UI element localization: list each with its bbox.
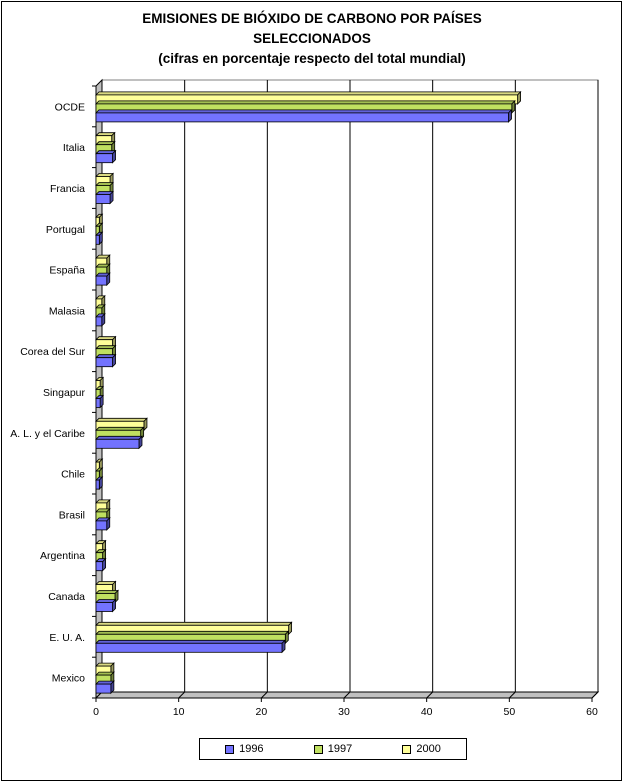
category-label: Italia (63, 142, 85, 154)
bar-top-face (95, 630, 290, 635)
bar-1996 (95, 234, 100, 245)
bar-top-face (95, 100, 516, 105)
bar-1996 (95, 112, 509, 123)
bar-top-face (95, 621, 293, 626)
x-tick-label: 60 (586, 706, 598, 718)
legend-label-1997: 1997 (327, 743, 353, 755)
legend-item-1996: 1996 (225, 743, 264, 755)
bar-1996 (95, 520, 108, 531)
x-tick-label: 30 (338, 706, 350, 718)
gridline-floor (508, 691, 516, 699)
bar-1996 (95, 479, 100, 490)
legend-label-1996: 1996 (239, 743, 264, 755)
category-label: Corea del Sur (20, 346, 85, 358)
category-label: A. L. y el Caribe (10, 428, 85, 440)
bar-1996 (95, 357, 113, 368)
bar-1996 (95, 683, 112, 694)
legend-swatch-1997 (313, 744, 323, 754)
bar-top-face (95, 91, 522, 96)
bar-1996 (95, 275, 108, 286)
legend-item-1997: 1997 (313, 743, 353, 755)
bar-top-face (95, 426, 145, 431)
category-label: Chile (61, 469, 85, 481)
category-label: OCDE (55, 101, 85, 113)
bar-top-face (95, 417, 148, 422)
category-label: España (49, 265, 85, 277)
gridline-floor (260, 691, 268, 699)
chart-title-line-2: SELECCIONADOS (253, 31, 371, 46)
category-label: Francia (50, 183, 85, 195)
x-tick-label: 10 (173, 706, 185, 718)
legend-swatch-1996 (225, 744, 235, 754)
x-tick-label: 40 (421, 706, 433, 718)
bar-1996 (95, 153, 113, 164)
bar-top-face (95, 109, 513, 114)
gridline-floor (426, 691, 434, 699)
bar-1996 (95, 642, 283, 653)
bar-1996 (95, 438, 140, 449)
legend-item-2000: 2000 (402, 743, 441, 755)
legend: 1996 1997 2000 (199, 738, 467, 760)
bar-1996 (95, 602, 113, 612)
category-label: Mexico (52, 673, 85, 685)
category-label: Canada (48, 591, 85, 603)
gridline-floor (178, 691, 186, 699)
bar-1996 (95, 561, 104, 572)
category-label: Singapur (43, 387, 86, 399)
category-label: Portugal (46, 224, 85, 236)
legend-swatch-2000 (402, 744, 412, 754)
bar-1996 (95, 194, 111, 204)
x-tick-label: 0 (93, 706, 99, 718)
gridline-floor (343, 691, 351, 699)
bar-top-face (95, 590, 119, 594)
category-label: Malasia (49, 305, 85, 317)
x-tick-label: 20 (255, 706, 267, 718)
chart-title: EMISIONES DE BIÓXIDO DE CARBONO POR PAÍS… (142, 11, 482, 26)
chart-subtitle: (cifras en porcentaje respecto del total… (158, 51, 466, 66)
bar-1996 (95, 398, 101, 408)
bar-1996 (95, 316, 103, 327)
bar-top-face (95, 639, 286, 644)
category-label: Brasil (59, 509, 85, 521)
bar-top-face (95, 435, 143, 440)
category-label: E. U. A. (49, 632, 85, 644)
gridline-floor (591, 691, 599, 699)
category-label: Argentina (40, 550, 85, 562)
x-tick-label: 50 (503, 706, 515, 718)
legend-label-2000: 2000 (416, 743, 441, 755)
